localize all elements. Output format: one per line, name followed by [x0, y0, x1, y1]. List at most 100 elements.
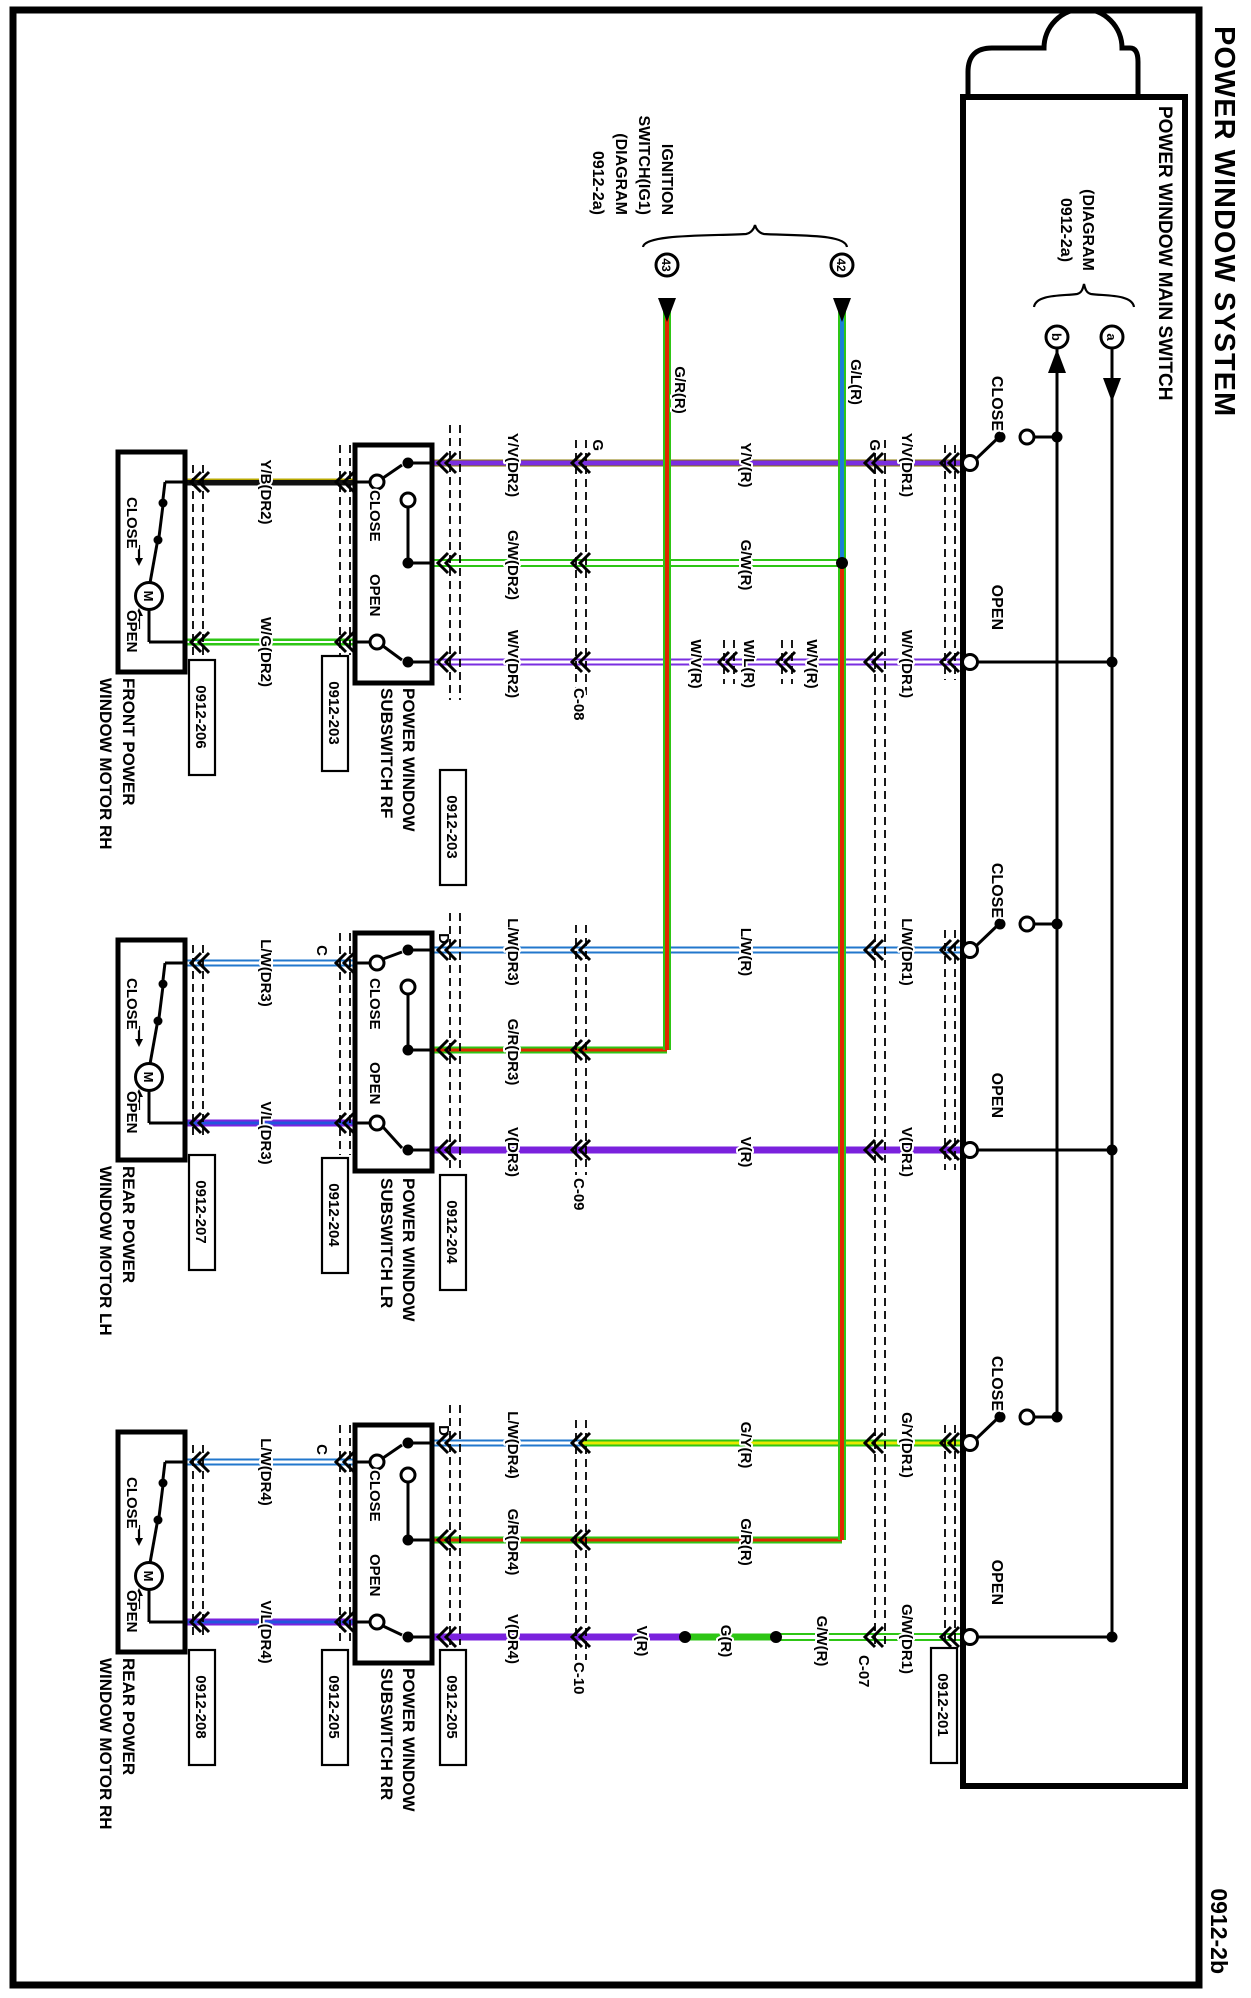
pin-c-rr: C — [313, 1444, 330, 1455]
sub-rf-connector-b: 0912-203 — [325, 681, 342, 744]
label-vl-dr3: V/L(DR3) — [257, 1101, 274, 1164]
terminal-b: b — [1049, 333, 1064, 341]
wire-label-grr: G/R(R) — [671, 366, 688, 414]
rr-connector-planes — [188, 1405, 592, 1660]
diagram-ref-1: (DIAGRAM — [1079, 189, 1096, 271]
label-yv-dr2: Y/V(DR2) — [504, 433, 521, 497]
group-lr: CLOSE OPEN POWER WINDOW SUBSWITCH LR D C… — [94, 913, 917, 1338]
motor-rf-connector: 0912-206 — [192, 685, 209, 748]
connector-43-circle — [654, 252, 680, 278]
sub-rr-close: CLOSE — [366, 1470, 383, 1522]
motor-lr-m: M — [141, 1072, 156, 1083]
sub-rf-close: CLOSE — [366, 490, 383, 542]
sub-lr-connector-a: 0912-204 — [443, 1200, 460, 1264]
wires — [185, 459, 963, 1641]
label-wv-r1: W/V(R) — [687, 639, 704, 688]
ignition-feed: IGNITION SWITCH(IG1) (DIAGRAM 0912-2a) 4… — [587, 113, 866, 1540]
wire-gr-feed — [663, 306, 671, 1050]
motor-rr-close: CLOSE — [123, 1477, 140, 1529]
sub-rf-name-1: POWER WINDOW — [399, 688, 418, 832]
connector-42: 42 — [834, 258, 848, 272]
sub-rr-open: OPEN — [366, 1554, 383, 1597]
label-gr-dr3: G/R(DR3) — [504, 1019, 521, 1086]
label-vl-dr4: V/L(DR4) — [257, 1600, 274, 1663]
arrow-b — [1048, 349, 1066, 373]
lr-connector-planes — [188, 913, 592, 1175]
label-lw-r: L/W(R) — [737, 928, 754, 976]
motor-lr-connector: 0912-207 — [192, 1180, 209, 1243]
label-yv-dr1: Y/V(DR1) — [898, 433, 915, 497]
label-v-dr1: V(DR1) — [898, 1127, 915, 1177]
pin-c-lr: C — [313, 945, 330, 956]
wire-gl-feed — [838, 306, 846, 563]
motor-rr-connector: 0912-208 — [192, 1675, 209, 1738]
group-rr: CLOSE OPEN POWER WINDOW SUBSWITCH RR D C… — [94, 1405, 917, 1832]
motor-rr-name-2: WINDOW MOTOR RH — [96, 1658, 115, 1830]
ms-open-rr: OPEN — [988, 1560, 1005, 1605]
subswitch-lr-box — [352, 930, 435, 1174]
label-gy-r: G/Y(R) — [737, 1422, 754, 1469]
splice-dot-g — [679, 1631, 691, 1643]
splice-dot-gw — [770, 1631, 782, 1643]
wire-gr-feed2 — [838, 563, 846, 1540]
terminal-b-circle — [1044, 324, 1070, 350]
label-gr-r: G/R(R) — [737, 1518, 754, 1566]
group-rf: CLOSE OPEN POWER WINDOW SUBSWITCH RF M C… — [94, 425, 917, 887]
sub-rf-name-2: SUBSWITCH RF — [377, 688, 396, 818]
main-switch-section-rf: CLOSE OPEN — [961, 374, 1112, 671]
connector-0912-201: 0912-201 — [929, 445, 961, 1765]
pin-d-rr: D — [435, 1425, 452, 1436]
ignition-ref-2: SWITCH(IG1) — [635, 115, 652, 215]
ms-close-lr: CLOSE — [988, 863, 1005, 918]
main-switch-section-lr: CLOSE OPEN — [961, 861, 1112, 1159]
label-wv-dr1: W/V(DR1) — [898, 630, 915, 698]
pin-g-1: G — [589, 439, 606, 451]
arrow-42 — [833, 298, 851, 322]
sub-rr-name-2: SUBSWITCH RR — [377, 1668, 396, 1800]
label-gw-r-rr: G/W(R) — [813, 1616, 830, 1667]
sub-lr-open: OPEN — [366, 1062, 383, 1105]
label-gw-dr1: G/W(DR1) — [898, 1604, 915, 1674]
sub-lr-name-2: SUBSWITCH LR — [377, 1178, 396, 1308]
subswitch-rr-box — [352, 1422, 435, 1666]
motor-lr-name-2: WINDOW MOTOR LH — [96, 1166, 115, 1336]
sub-rf-connector-a: 0912-203 — [443, 795, 460, 858]
motor-rf-name-2: WINDOW MOTOR RH — [96, 678, 115, 850]
label-wl-r: W/L(R) — [740, 640, 757, 688]
splice-dot — [836, 557, 848, 569]
main-switch-box — [960, 94, 1188, 1789]
main-switch-connector: 0912-201 — [934, 1673, 951, 1736]
connector-c07-plane: G C-07 — [853, 437, 886, 1690]
label-lw-dr3-m: L/W(DR3) — [257, 939, 274, 1007]
connector-42-circle — [829, 252, 855, 278]
ms-close-rf: CLOSE — [988, 376, 1005, 431]
label-lw-dr3: L/W(DR3) — [504, 918, 521, 986]
sub-rr-connector-b: 0912-205 — [325, 1675, 342, 1738]
label-gw-r: G/W(R) — [737, 540, 754, 591]
pin-g-2: G — [866, 439, 883, 451]
label-g-r: G(R) — [717, 1625, 734, 1658]
connector-c08: C-08 — [570, 688, 587, 721]
rf-connector-planes — [188, 425, 797, 700]
page-code: 0912-2b — [1206, 1888, 1232, 1974]
arrow-43 — [658, 298, 676, 322]
connector-c10: C-10 — [570, 1662, 587, 1695]
terminal-a: a — [1104, 333, 1119, 341]
sub-rf-open: OPEN — [366, 574, 383, 617]
label-v-r: V(R) — [737, 1137, 754, 1168]
wire-label-glr: G/L(R) — [847, 359, 864, 405]
motor-rr-box — [115, 1429, 188, 1655]
sub-rr-connector-a: 0912-205 — [443, 1675, 460, 1738]
motor-lr-close: CLOSE — [123, 978, 140, 1030]
ignition-brace — [641, 224, 849, 248]
connector-43: 43 — [659, 258, 673, 272]
label-wv-dr2: W/V(DR2) — [504, 630, 521, 698]
label-v-dr4: V(DR4) — [504, 1614, 521, 1664]
main-switch: POWER WINDOW MAIN SWITCH (DIAGRAM 0912-2… — [929, 6, 1188, 1789]
main-switch-label: POWER WINDOW MAIN SWITCH — [1154, 106, 1175, 400]
connector-c07: C-07 — [855, 1655, 872, 1688]
label-lw-dr1: L/W(DR1) — [898, 918, 915, 986]
label-lw-dr4-m: L/W(DR4) — [257, 1438, 274, 1506]
ms-open-lr: OPEN — [988, 1073, 1005, 1118]
